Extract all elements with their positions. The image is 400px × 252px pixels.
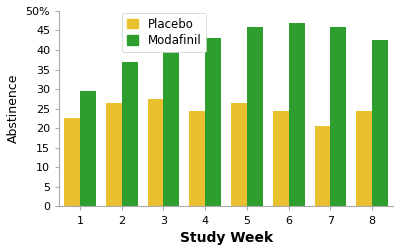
Bar [122, 62, 138, 206]
Bar [106, 103, 122, 206]
Bar [148, 99, 164, 206]
Bar [372, 40, 388, 206]
Bar [289, 23, 304, 206]
Bar [189, 111, 205, 206]
Bar [247, 27, 263, 206]
Bar [314, 126, 330, 206]
Bar [164, 40, 179, 206]
Bar [330, 27, 346, 206]
Bar [205, 38, 221, 206]
Legend: Placebo, Modafinil: Placebo, Modafinil [122, 13, 206, 52]
X-axis label: Study Week: Study Week [180, 231, 273, 245]
Bar [231, 103, 247, 206]
Bar [80, 91, 96, 206]
Bar [64, 118, 80, 206]
Bar [273, 111, 289, 206]
Bar [356, 111, 372, 206]
Y-axis label: Abstinence: Abstinence [7, 74, 20, 143]
